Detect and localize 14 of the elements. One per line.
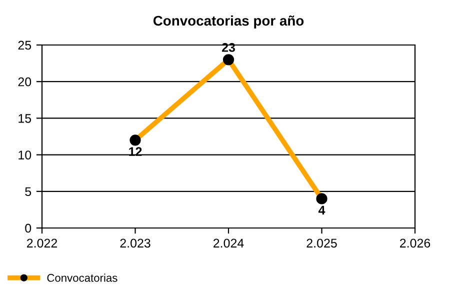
y-tick-label: 25 — [18, 40, 32, 50]
data-label: 4 — [318, 206, 326, 214]
x-tick-label: 2.024 — [213, 238, 244, 248]
y-tick-label: 20 — [18, 77, 32, 86]
x-tick-label: 2.026 — [400, 238, 430, 248]
y-tick-label: 0 — [25, 224, 32, 233]
legend-label: Convocatorias — [47, 274, 118, 282]
x-tick-label: 2.022 — [26, 238, 58, 248]
x-tick-label: 2.023 — [120, 238, 150, 248]
y-tick-label: 15 — [18, 114, 32, 123]
x-tick-label: 2.025 — [306, 238, 337, 248]
chart-title: Convocatorias por año — [153, 15, 304, 28]
y-tick-label: 5 — [25, 187, 32, 196]
y-tick-label: 10 — [18, 150, 32, 160]
